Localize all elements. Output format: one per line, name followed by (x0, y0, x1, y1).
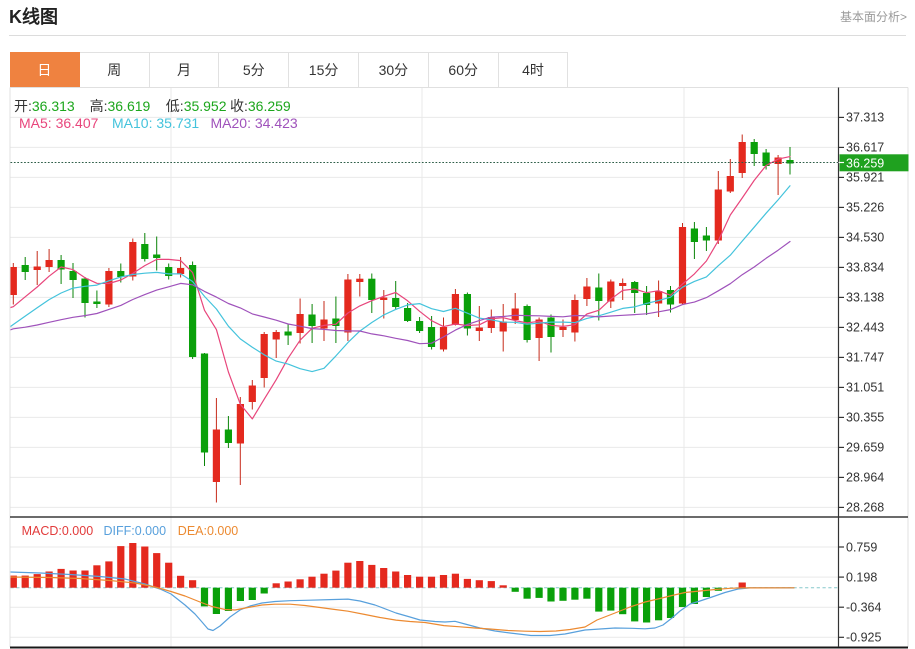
svg-text:31.747: 31.747 (846, 351, 884, 365)
svg-text:36.617: 36.617 (846, 141, 884, 155)
svg-text:28.964: 28.964 (846, 471, 884, 485)
svg-text:0.759: 0.759 (846, 540, 877, 554)
svg-text:-0.925: -0.925 (846, 631, 881, 645)
svg-text:36.259: 36.259 (846, 156, 884, 170)
svg-text:35.921: 35.921 (846, 171, 884, 185)
svg-text:30.355: 30.355 (846, 411, 884, 425)
svg-text:34.530: 34.530 (846, 231, 884, 245)
svg-text:31.051: 31.051 (846, 381, 884, 395)
svg-text:0.198: 0.198 (846, 570, 877, 584)
svg-text:37.313: 37.313 (846, 111, 884, 125)
svg-text:33.138: 33.138 (846, 291, 884, 305)
svg-text:32.443: 32.443 (846, 321, 884, 335)
svg-text:-0.364: -0.364 (846, 601, 881, 615)
svg-text:35.226: 35.226 (846, 201, 884, 215)
svg-text:29.659: 29.659 (846, 441, 884, 455)
svg-text:28.268: 28.268 (846, 501, 884, 515)
svg-text:33.834: 33.834 (846, 261, 884, 275)
